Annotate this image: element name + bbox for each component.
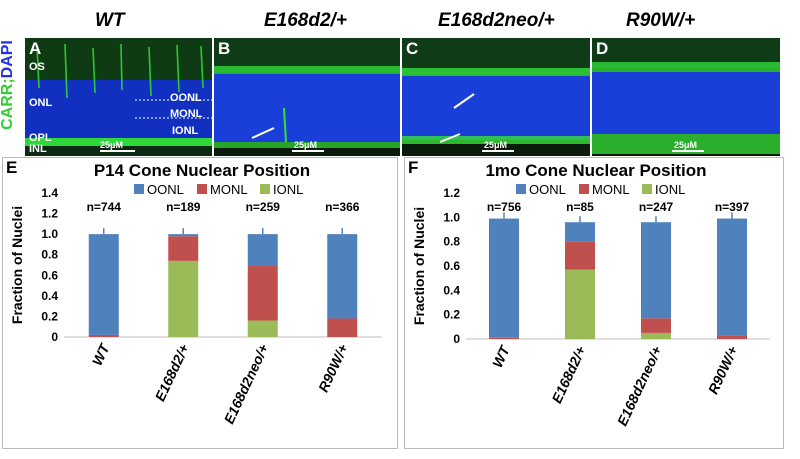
- zone-label-oonl: OONL: [170, 92, 202, 104]
- layer-label-inl: INL: [29, 143, 47, 155]
- chart-f-ytick: 1.2: [443, 186, 460, 200]
- chart-e-legend-label-oonl: OONL: [147, 182, 184, 197]
- micrograph-panel-a: [25, 38, 214, 156]
- chart-e-ylabel: Fraction of Nuclei: [9, 206, 25, 324]
- micrograph-d-image: [592, 38, 780, 156]
- chart-e-n-label: n=366: [325, 200, 360, 214]
- chart-f-bar-oonl: [489, 218, 519, 338]
- chart-e-n-label: n=744: [87, 200, 122, 214]
- chart-f-ytick: 0: [453, 332, 460, 346]
- chart-f-ylabel: Fraction of Nuclei: [411, 207, 427, 325]
- chart-e-n-label: n=259: [246, 200, 281, 214]
- genotype-header-e168d2neo: E168d2neo/+: [438, 10, 555, 31]
- chart-e: P14 Cone Nuclear Position OONL MONL IONL 0 0.…: [9, 161, 382, 427]
- chart-e-xtick: E168d2/+: [152, 342, 192, 404]
- micrograph-panel-c: [402, 38, 592, 156]
- chart-e-bar-monl: [168, 236, 199, 261]
- chart-e-bar-oonl: [327, 234, 358, 319]
- chart-e-bar-oonl: [168, 234, 199, 237]
- chart-f-bar-ionl: [565, 269, 595, 339]
- layer-label-opl: OPL: [29, 132, 52, 144]
- chart-e-legend-swatch-oonl: [134, 184, 144, 194]
- chart-f: 1mo Cone Nuclear Position OONL MONL IONL 0 0.…: [411, 161, 770, 429]
- genotype-header-e168d2: E168d2/+: [264, 10, 347, 31]
- chart-e-ytick: 0.2: [41, 309, 58, 323]
- chart-f-xtick: WT: [489, 342, 513, 370]
- carr-dapi-label: CARR;DAPI: [0, 40, 16, 130]
- chart-f-xtick: E168d2neo/+: [614, 344, 665, 429]
- chart-f-bar-monl: [489, 337, 519, 339]
- genotype-header-r90w: R90W/+: [626, 10, 696, 31]
- chart-f-legend-label-oonl: OONL: [529, 182, 566, 197]
- chart-e-bar-monl: [247, 266, 278, 321]
- chart-e-legend-swatch-monl: [197, 184, 207, 194]
- panel-letter-e: E: [6, 158, 18, 177]
- chart-f-xtick: E168d2/+: [548, 344, 588, 406]
- chart-e-ytick: 0: [51, 330, 58, 344]
- chart-e-n-label: n=189: [166, 200, 201, 214]
- chart-f-ytick: 1.0: [443, 210, 460, 224]
- chart-f-bar-monl: [717, 335, 747, 339]
- micrograph-a-image: [25, 38, 212, 156]
- scale-label-c: 25μM: [484, 140, 508, 150]
- chart-f-legend-swatch-oonl: [516, 184, 526, 194]
- chart-e-ytick: 0.8: [41, 248, 58, 262]
- chart-f-n-label: n=397: [715, 200, 750, 214]
- chart-e-xtick: WT: [89, 340, 113, 368]
- chart-f-legend-swatch-ionl: [642, 184, 652, 194]
- chart-e-ytick: 1.2: [41, 207, 58, 221]
- micrograph-c-image: [402, 38, 590, 156]
- genotype-header-wt: WT: [95, 10, 125, 31]
- chart-f-ytick: 0.4: [443, 283, 460, 297]
- chart-f-bar-ionl: [641, 332, 671, 339]
- panel-letter-c: C: [406, 39, 419, 58]
- chart-f-legend-label-monl: MONL: [592, 182, 630, 197]
- chart-e-xtick: R90W/+: [315, 342, 351, 395]
- micrograph-panel-b: [214, 38, 402, 156]
- chart-f-xtick: R90W/+: [705, 344, 741, 397]
- chart-f-ytick: 0.2: [443, 308, 460, 322]
- chart-f-legend-swatch-monl: [579, 184, 589, 194]
- panel-letter-d: D: [596, 39, 609, 58]
- scale-label-b: 25μM: [294, 140, 318, 150]
- chart-f-title: 1mo Cone Nuclear Position: [485, 161, 706, 180]
- micrograph-panel-d: [592, 38, 780, 156]
- chart-f-n-label: n=756: [487, 200, 522, 214]
- layer-label-os: OS: [29, 61, 45, 73]
- chart-f-bar-oonl: [641, 222, 671, 319]
- layer-label-onl: ONL: [29, 97, 53, 109]
- chart-e-bar-oonl: [247, 234, 278, 267]
- chart-f-bar-monl: [565, 241, 595, 270]
- chart-e-legend-swatch-ionl: [260, 184, 270, 194]
- chart-e-bar-monl: [327, 318, 358, 337]
- chart-e-bar-ionl: [247, 320, 278, 337]
- panel-letter-b: B: [218, 39, 231, 58]
- chart-e-title: P14 Cone Nuclear Position: [94, 161, 310, 180]
- chart-e-legend-label-ionl: IONL: [273, 182, 303, 197]
- scale-label-a: 25μM: [100, 140, 124, 150]
- chart-f-legend-label-ionl: IONL: [655, 182, 685, 197]
- chart-e-bar-oonl: [88, 234, 119, 335]
- panel-letter-a: A: [29, 39, 42, 58]
- micrograph-b-image: [214, 38, 400, 156]
- zone-label-monl: MONL: [170, 108, 203, 120]
- chart-e-legend-label-monl: MONL: [210, 182, 248, 197]
- chart-e-xtick: E168d2neo/+: [221, 342, 272, 427]
- chart-f-bar-monl: [641, 318, 671, 333]
- chart-e-ytick: 0.6: [41, 268, 58, 282]
- chart-f-n-label: n=85: [566, 200, 594, 214]
- chart-f-n-label: n=247: [639, 200, 674, 214]
- chart-e-ytick: 1.0: [41, 227, 58, 241]
- scale-label-d: 25μM: [674, 140, 698, 150]
- panel-letter-f: F: [408, 158, 419, 177]
- chart-f-bar-oonl: [717, 218, 747, 336]
- chart-f-ytick: 0.6: [443, 259, 460, 273]
- chart-e-bar-ionl: [168, 260, 199, 337]
- chart-f-ytick: 0.8: [443, 235, 460, 249]
- zone-label-ionl: IONL: [172, 125, 199, 137]
- chart-e-ytick: 0.4: [41, 289, 58, 303]
- chart-f-bar-oonl: [565, 222, 595, 242]
- chart-e-ytick: 1.4: [41, 186, 58, 200]
- chart-e-bar-monl: [88, 334, 119, 337]
